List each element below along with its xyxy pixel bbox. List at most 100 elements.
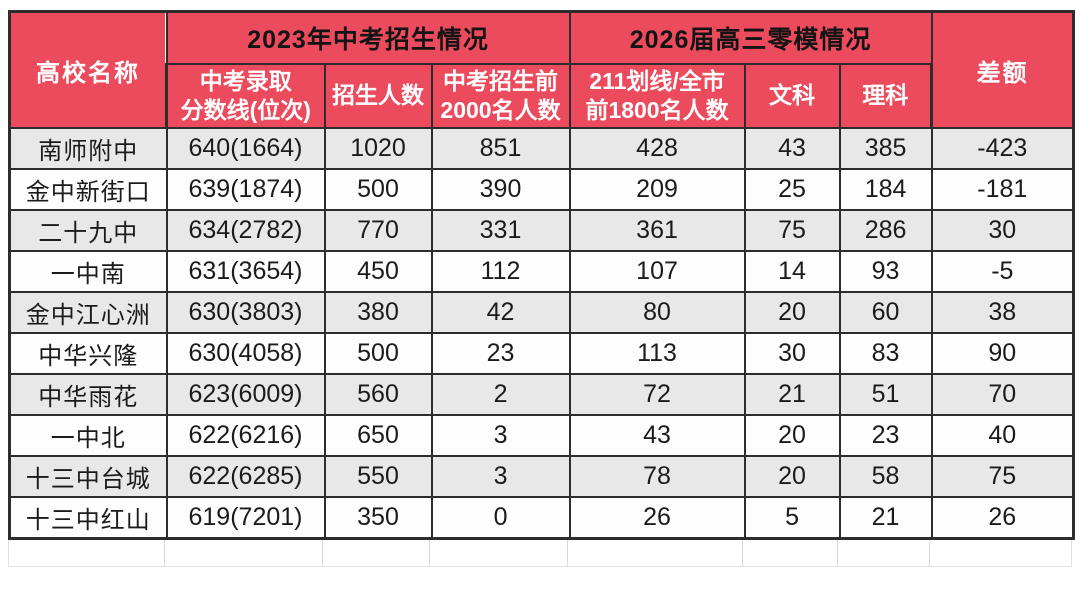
empty-cell xyxy=(743,540,838,566)
value-cell: 3 xyxy=(430,414,571,457)
value-cell: 650 xyxy=(323,414,433,457)
value-cell: 20 xyxy=(743,414,841,457)
value-cell: 331 xyxy=(430,209,571,252)
value-cell: 30 xyxy=(743,332,841,375)
value-cell: 40 xyxy=(930,414,1076,457)
header-zhongkao-score-line: 中考录取 分数线(位次) xyxy=(165,63,326,129)
value-cell: 93 xyxy=(838,250,933,293)
school-name-cell: 金中新街口 xyxy=(8,168,168,211)
value-cell: 23 xyxy=(430,332,571,375)
value-cell: 113 xyxy=(568,332,746,375)
empty-cell xyxy=(8,540,165,566)
value-cell: 83 xyxy=(838,332,933,375)
value-cell: 560 xyxy=(323,373,433,416)
value-cell: 75 xyxy=(930,455,1076,498)
value-cell: 43 xyxy=(743,127,841,170)
value-cell: 209 xyxy=(568,168,746,211)
header-211-line: 211划线/全市 前1800名人数 xyxy=(568,63,746,129)
school-name-cell: 十三中红山 xyxy=(8,496,168,540)
value-cell: 70 xyxy=(930,373,1076,416)
table-row: 十三中红山 619(7201) 350 0 26 5 21 26 xyxy=(8,496,1076,540)
table-row: 一中南 631(3654) 450 112 107 14 93 -5 xyxy=(8,250,1076,293)
value-cell: 286 xyxy=(838,209,933,252)
empty-cell xyxy=(323,540,430,566)
value-cell: 0 xyxy=(430,496,571,540)
header-group-2026: 2026届高三零模情况 xyxy=(568,10,933,65)
value-cell: 851 xyxy=(430,127,571,170)
table-row: 十三中台城 622(6285) 550 3 78 20 58 75 xyxy=(8,455,1076,498)
value-cell: 90 xyxy=(930,332,1076,375)
value-cell: 634(2782) xyxy=(165,209,326,252)
header-sub-row: 中考录取 分数线(位次) 招生人数 中考招生前 2000名人数 211划线/全市… xyxy=(10,63,1074,129)
school-name-cell: 二十九中 xyxy=(8,209,168,252)
table-row: 金中江心洲 630(3803) 380 42 80 20 60 38 xyxy=(8,291,1076,334)
value-cell: 58 xyxy=(838,455,933,498)
table-body: 南师附中 640(1664) 1020 851 428 43 385 -423 金中新街口 639… xyxy=(8,127,1076,540)
value-cell: -423 xyxy=(930,127,1076,170)
empty-cell xyxy=(930,540,1072,566)
value-cell: 630(3803) xyxy=(165,291,326,334)
value-cell: 385 xyxy=(838,127,933,170)
value-cell: 500 xyxy=(323,332,433,375)
school-name-cell: 中华兴隆 xyxy=(8,332,168,375)
empty-cell xyxy=(568,540,743,566)
value-cell: 43 xyxy=(568,414,746,457)
value-cell: 38 xyxy=(930,291,1076,334)
value-cell: 1020 xyxy=(323,127,433,170)
value-cell: 639(1874) xyxy=(165,168,326,211)
header-science: 理科 xyxy=(838,63,934,129)
value-cell: 350 xyxy=(323,496,433,540)
school-name-cell: 中华雨花 xyxy=(8,373,168,416)
value-cell: 30 xyxy=(930,209,1076,252)
value-cell: 20 xyxy=(743,291,841,334)
cutoff-empty-row xyxy=(8,540,1072,567)
school-name-cell: 十三中台城 xyxy=(8,455,168,498)
value-cell: 78 xyxy=(568,455,746,498)
value-cell: 640(1664) xyxy=(165,127,326,170)
value-cell: 184 xyxy=(838,168,933,211)
header-school-name: 高校名称 xyxy=(8,10,168,129)
value-cell: 619(7201) xyxy=(165,496,326,540)
value-cell: 622(6285) xyxy=(165,455,326,498)
value-cell: 2 xyxy=(430,373,571,416)
value-cell: 14 xyxy=(743,250,841,293)
school-name-cell: 南师附中 xyxy=(8,127,168,170)
value-cell: 630(4058) xyxy=(165,332,326,375)
header-group-2023: 2023年中考招生情况 xyxy=(165,10,571,65)
value-cell: 5 xyxy=(743,496,841,540)
value-cell: 80 xyxy=(568,291,746,334)
school-name-cell: 一中北 xyxy=(8,414,168,457)
table-row: 南师附中 640(1664) 1020 851 428 43 385 -423 xyxy=(8,127,1076,170)
value-cell: -5 xyxy=(930,250,1076,293)
empty-cell xyxy=(165,540,323,566)
value-cell: 26 xyxy=(568,496,746,540)
value-cell: 26 xyxy=(930,496,1076,540)
value-cell: -181 xyxy=(930,168,1076,211)
value-cell: 380 xyxy=(323,291,433,334)
value-cell: 75 xyxy=(743,209,841,252)
value-cell: 107 xyxy=(568,250,746,293)
header-liberal-arts: 文科 xyxy=(743,63,841,129)
value-cell: 51 xyxy=(838,373,933,416)
value-cell: 631(3654) xyxy=(165,250,326,293)
value-cell: 20 xyxy=(743,455,841,498)
value-cell: 623(6009) xyxy=(165,373,326,416)
school-name-cell: 金中江心洲 xyxy=(8,291,168,334)
value-cell: 25 xyxy=(743,168,841,211)
value-cell: 23 xyxy=(838,414,933,457)
value-cell: 450 xyxy=(323,250,433,293)
header-group-row: 高校名称 2023年中考招生情况 2026届高三零模情况 差额 xyxy=(8,10,1076,129)
table-row: 中华兴隆 630(4058) 500 23 113 30 83 90 xyxy=(8,332,1076,375)
table-row: 一中北 622(6216) 650 3 43 20 23 40 xyxy=(8,414,1076,457)
header-enrollment-count: 招生人数 xyxy=(323,63,433,129)
school-name-cell: 一中南 xyxy=(8,250,168,293)
value-cell: 21 xyxy=(838,496,933,540)
value-cell: 622(6216) xyxy=(165,414,326,457)
table-row: 金中新街口 639(1874) 500 390 209 25 184 -181 xyxy=(8,168,1076,211)
admissions-table-wrapper: 高校名称 2023年中考招生情况 2026届高三零模情况 差额 中考录取 分数线… xyxy=(8,10,1076,567)
value-cell: 500 xyxy=(323,168,433,211)
value-cell: 3 xyxy=(430,455,571,498)
admissions-table: 高校名称 2023年中考招生情况 2026届高三零模情况 差额 中考录取 分数线… xyxy=(8,10,1076,540)
value-cell: 428 xyxy=(568,127,746,170)
